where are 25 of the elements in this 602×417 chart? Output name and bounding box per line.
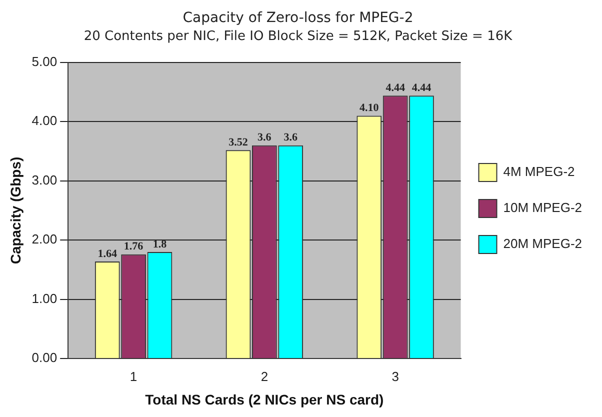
legend-label: 4M MPEG-2 <box>503 164 575 180</box>
y-tick-label: 3.00 <box>32 172 58 188</box>
chart-subtitle: 20 Contents per NIC, File IO Block Size = 512K, Packet Size = 16K <box>84 28 513 44</box>
y-tick-label: 5.00 <box>32 54 58 69</box>
x-tick-label: 3 <box>392 368 399 384</box>
data-label: 1.8 <box>152 238 168 250</box>
legend-label: 10M MPEG-2 <box>503 200 582 216</box>
chart-title: Capacity of Zero-loss for MPEG-2 <box>182 10 414 26</box>
y-tick-label: 0.00 <box>32 350 58 366</box>
x-axis-title: Total NS Cards (2 NICs per NS card) <box>145 391 384 408</box>
data-label: 3.6 <box>284 132 298 144</box>
y-tick-label: 2.00 <box>32 232 58 247</box>
data-label: 4.44 <box>386 82 406 94</box>
data-label: 3.6 <box>258 132 272 144</box>
data-label: 1.76 <box>124 240 144 253</box>
data-label: 4.10 <box>360 102 380 114</box>
data-label: 4.44 <box>412 82 432 94</box>
data-label: 1.64 <box>98 248 118 260</box>
data-label: 3.52 <box>228 136 248 148</box>
y-tick-label: 1.00 <box>32 290 58 306</box>
y-tick-label: 4.00 <box>32 113 58 128</box>
x-tick-label: 1 <box>130 368 138 384</box>
y-axis-title: Capacity (Gbps) <box>7 156 24 264</box>
x-tick-label: 2 <box>260 368 268 384</box>
legend-label: 20M MPEG-2 <box>503 236 582 252</box>
